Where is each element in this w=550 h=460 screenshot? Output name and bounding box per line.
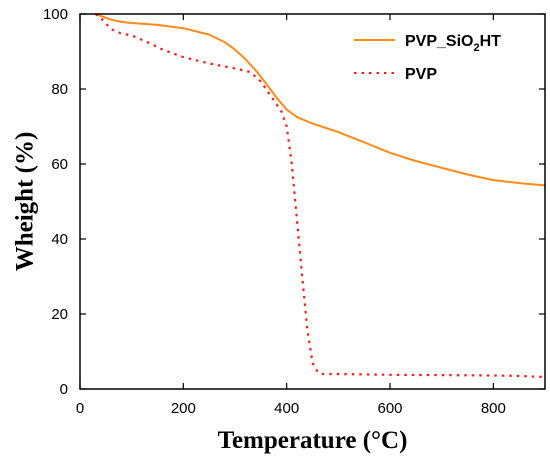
y-tick-label: 80: [51, 81, 68, 98]
y-axis-title: Wheight (%): [12, 132, 39, 272]
axis-ticks: 0 200 400 600 800 0 20 40 60 80 100: [43, 6, 545, 417]
x-tick-label: 800: [481, 400, 506, 417]
x-tick-label: 400: [274, 400, 299, 417]
series-line-0: [95, 13, 546, 187]
legend-label-1: PVP: [405, 66, 437, 83]
plot-frame: [79, 13, 546, 390]
x-tick-label: 600: [377, 400, 402, 417]
x-tick-label: 200: [171, 400, 196, 417]
y-tick-label: 0: [60, 381, 68, 398]
x-axis-title: Temperature (°C): [218, 427, 408, 454]
plot-lines: [94, 13, 546, 379]
legend-label-0: PVP_SiO2HT: [405, 33, 501, 54]
y-tick-label: 20: [51, 306, 68, 323]
series-line-1: [94, 13, 546, 379]
y-tick-label: 40: [51, 231, 68, 248]
legend: PVP_SiO2HT PVP: [354, 33, 501, 83]
y-tick-label: 60: [51, 156, 68, 173]
x-tick-label: 0: [76, 400, 84, 417]
y-tick-label: 100: [43, 6, 68, 23]
